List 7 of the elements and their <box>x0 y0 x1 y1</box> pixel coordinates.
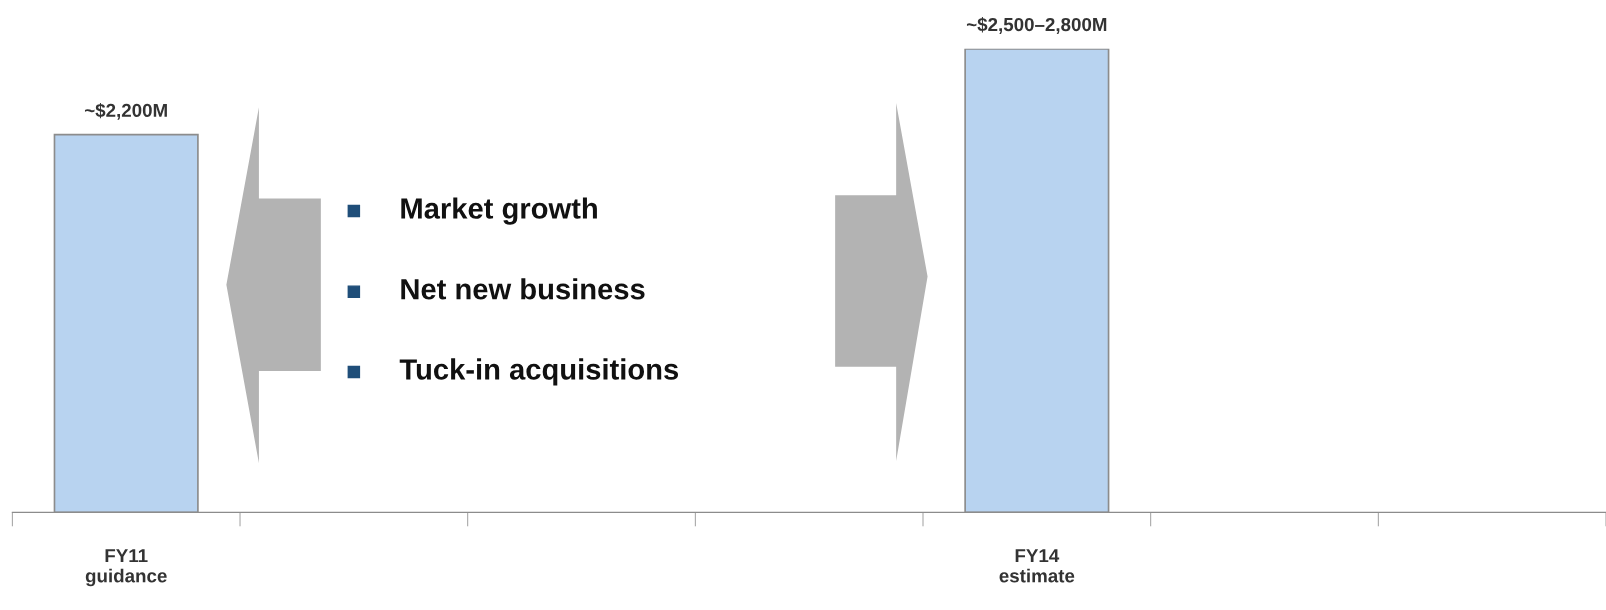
annotation: Tuck-in acquisitions <box>399 358 679 386</box>
x-tick-label: FY14 estimate <box>999 549 1075 583</box>
annotation: Market growth <box>401 197 597 225</box>
data-label: ~$2,500–2,800M <box>966 17 1107 34</box>
x-tick-label: FY11 guidance <box>85 549 167 587</box>
data-label: ~$2,200M <box>84 102 167 120</box>
annotation: Net new business <box>401 278 645 300</box>
